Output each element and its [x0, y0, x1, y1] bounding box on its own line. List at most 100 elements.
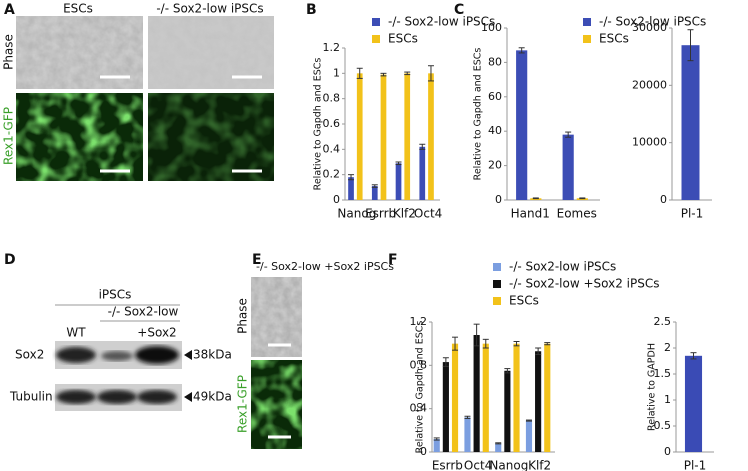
row-label: Rex1-GFP — [2, 107, 16, 165]
error-bar — [380, 72, 387, 77]
row-label: Phase — [236, 298, 250, 334]
bar — [356, 73, 363, 200]
y-tick-label: 0 — [660, 193, 667, 206]
bar — [681, 45, 700, 201]
error-bar — [452, 336, 459, 351]
micrographs — [251, 277, 302, 449]
bar — [513, 343, 520, 452]
legend-swatch — [493, 297, 501, 305]
x-tick-label: Pl-1 — [681, 207, 704, 221]
blot-size: 38kDa — [193, 348, 232, 362]
bar — [473, 335, 480, 452]
x-tick-label: Oct4 — [414, 207, 442, 221]
group-label: -/- Sox2-low — [108, 305, 179, 319]
bar — [433, 439, 440, 452]
y-tick-label: 2 — [664, 341, 671, 354]
legend-label: ESCs — [509, 294, 539, 308]
legend-label: -/- Sox2-low iPSCs — [599, 15, 706, 29]
error-bar — [525, 419, 532, 422]
y-tick-label: 2.5 — [654, 315, 672, 328]
error-bar — [356, 67, 363, 79]
western-blot — [55, 341, 192, 411]
bar — [525, 420, 533, 452]
blot-size: 49kDa — [193, 390, 232, 404]
bar — [684, 355, 703, 452]
legend-swatch — [583, 18, 591, 26]
bar — [451, 343, 459, 452]
y-tick-label: 0 — [420, 445, 427, 458]
column-label: -/- Sox2-low iPSCs — [156, 2, 263, 16]
legend-swatch — [493, 280, 501, 288]
bar — [530, 198, 542, 200]
error-bar — [518, 47, 525, 54]
y-tick-label: 0.4 — [410, 402, 428, 415]
y-tick-label: 20 — [488, 159, 502, 172]
error-bar — [395, 161, 402, 166]
y-tick-label: 0.5 — [654, 419, 672, 432]
x-tick-label: Klf2 — [528, 459, 551, 471]
bar — [428, 73, 434, 200]
bar — [562, 134, 574, 200]
legend-swatch — [493, 263, 501, 271]
x-tick-label: Eomes — [557, 207, 597, 221]
legend-swatch — [372, 35, 380, 43]
y-tick-label: 1 — [664, 393, 671, 406]
error-bar — [371, 184, 378, 188]
bar — [482, 343, 489, 452]
x-tick-label: Pl-1 — [684, 459, 707, 471]
y-axis-label: Relative to GAPDH — [647, 343, 658, 431]
blot-label: Tubulin — [9, 390, 53, 404]
y-tick-label: 10000 — [632, 136, 667, 149]
column-label: ESCs — [63, 2, 93, 16]
x-tick-label: Esrrb — [365, 207, 396, 221]
panel-label: B — [306, 2, 317, 18]
error-bar — [433, 437, 440, 441]
y-tick-label: 80 — [488, 55, 502, 68]
micrographs — [16, 16, 274, 181]
panel-title: -/- Sox2-low +Sox2 iPSCs — [256, 260, 394, 273]
error-bar — [419, 143, 426, 150]
error-bar — [513, 341, 520, 347]
y-tick-label: 0 — [664, 445, 671, 458]
y-tick-label: 100 — [481, 21, 502, 34]
x-tick-label: Klf2 — [393, 207, 416, 221]
error-bar — [404, 71, 411, 76]
y-tick-label: 0.2 — [323, 168, 341, 181]
x-tick-label: Nanog — [489, 459, 528, 471]
bar — [504, 370, 511, 452]
x-tick-label: Oct4 — [464, 459, 492, 471]
error-bar — [473, 323, 480, 347]
error-bar — [544, 342, 551, 346]
bar — [371, 186, 378, 200]
group-label: iPSCs — [99, 288, 132, 302]
error-bar — [535, 347, 542, 355]
error-bar — [464, 415, 471, 419]
bar — [348, 177, 354, 200]
y-tick-label: 0.4 — [323, 142, 341, 155]
y-tick-label: 1.2 — [410, 315, 428, 328]
row-label: Rex1-GFP — [236, 375, 250, 433]
bar — [516, 50, 528, 200]
panel-label: E — [252, 252, 262, 268]
error-bar — [532, 197, 539, 200]
x-tick-label: Esrrb — [432, 459, 463, 471]
y-tick-label: 1.5 — [654, 367, 672, 380]
bar — [544, 343, 551, 452]
row-label: Phase — [2, 34, 16, 70]
x-tick-label: Nanog — [337, 207, 376, 221]
y-tick-label: 30000 — [632, 21, 667, 34]
error-bar — [579, 197, 586, 200]
y-tick-label: 0 — [495, 193, 502, 206]
bar — [404, 73, 411, 200]
bar — [395, 163, 402, 200]
y-axis-label: Relative to Gapdh and ESCs — [415, 321, 426, 454]
bar — [380, 74, 387, 200]
y-axis-label: Relative to Gapdh and ESCs — [473, 48, 484, 181]
y-tick-label: 1 — [333, 66, 340, 79]
error-bar — [687, 29, 694, 62]
panel-label: C — [454, 2, 464, 18]
y-tick-label: 1.2 — [323, 41, 341, 54]
bar — [535, 351, 542, 452]
bar — [419, 146, 426, 200]
